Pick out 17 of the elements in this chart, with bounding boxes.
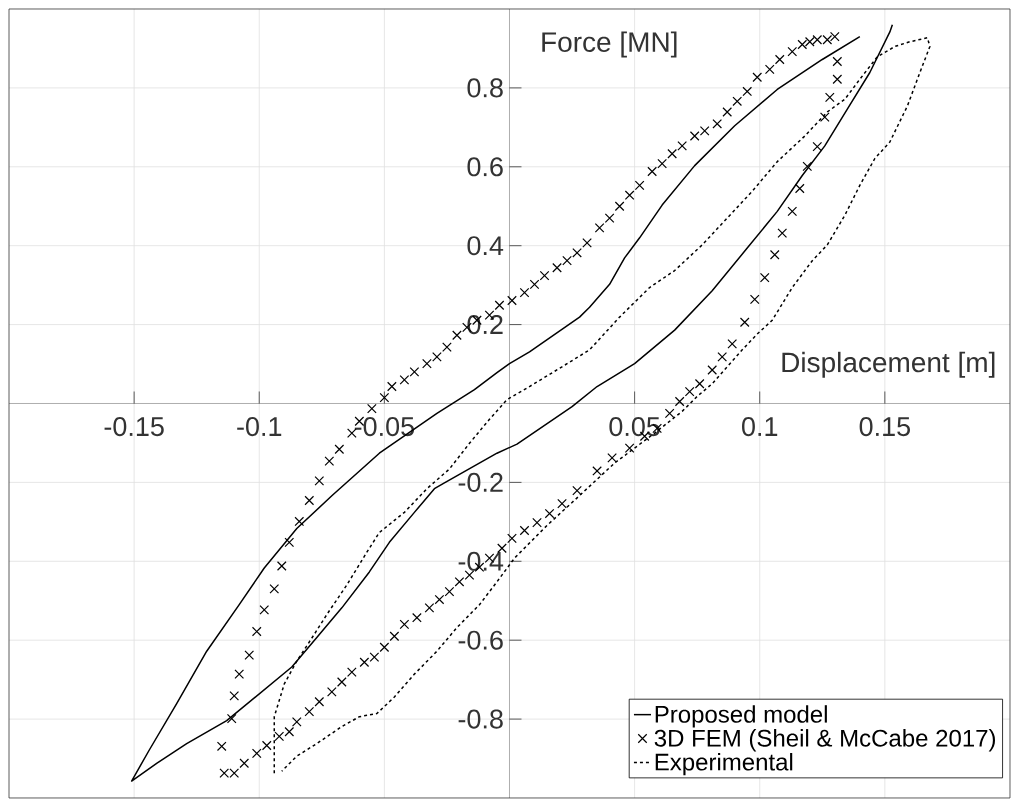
x-tick-label: 0.05 (609, 417, 660, 437)
y-tick-label: -0.2 (458, 472, 503, 492)
y-tick-label: -0.8 (458, 709, 503, 729)
y-tick-label: 0.8 (467, 78, 503, 98)
legend-label: 3D FEM (Sheil & McCabe 2017) (654, 729, 996, 752)
x-tick-label: 0.1 (742, 417, 778, 437)
x-tick-label: 0.15 (859, 417, 910, 437)
x-axis-title: Displacement [m] (782, 351, 995, 378)
y-tick-label: -0.6 (458, 630, 503, 650)
y-axis-title: Force [MN] (542, 31, 677, 58)
y-tick-label: 0.4 (467, 236, 504, 256)
x-tick-label: -0.05 (354, 417, 414, 437)
legend-label: Proposed model (655, 705, 827, 728)
y-tick-label: 0.6 (467, 157, 503, 177)
x-tick-label: -0.1 (237, 417, 282, 437)
x-tick-label: -0.15 (104, 417, 164, 437)
legend-label: Experimental (655, 752, 793, 776)
